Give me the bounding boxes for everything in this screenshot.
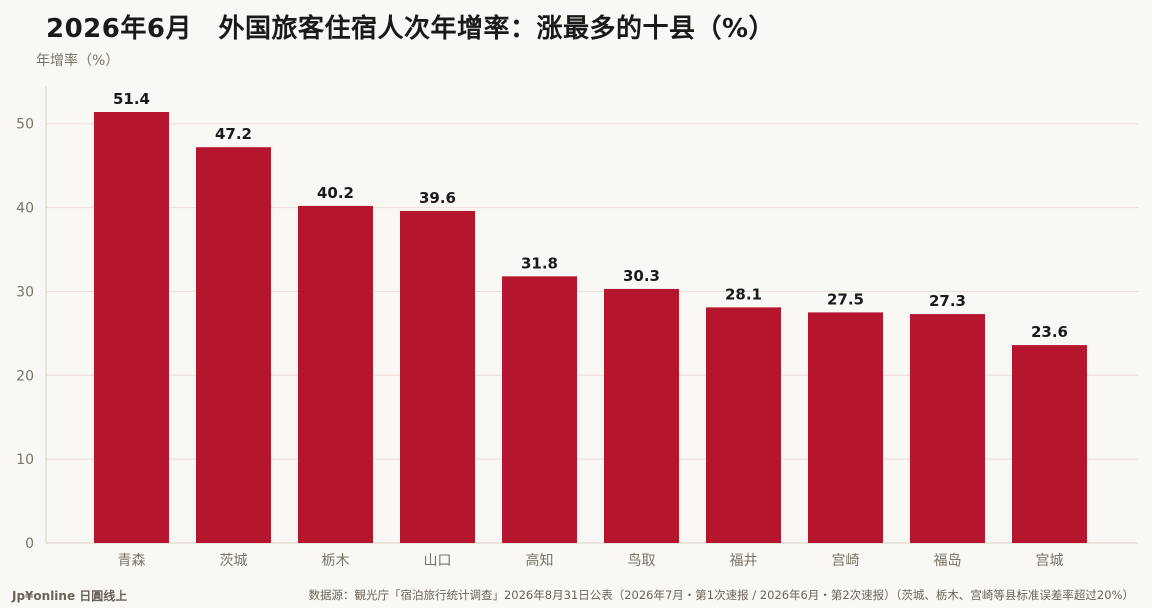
brand-logo-text: Jp¥online 日圓线上 <box>12 589 128 603</box>
x-tick-label: 宫崎 <box>832 553 860 569</box>
x-tick-label: 茨城 <box>220 553 248 569</box>
x-tick-label: 福井 <box>730 553 758 569</box>
y-tick-label: 20 <box>16 368 34 384</box>
data-label: 30.3 <box>623 267 660 285</box>
x-tick-label: 山口 <box>424 553 452 569</box>
data-label: 23.6 <box>1031 323 1068 341</box>
data-label: 31.8 <box>521 254 558 272</box>
bar <box>94 111 169 543</box>
x-tick-label: 青森 <box>118 553 146 569</box>
data-label: 39.6 <box>419 189 456 207</box>
data-label: 40.2 <box>317 184 354 202</box>
bar <box>910 314 985 543</box>
x-tick-label: 高知 <box>526 552 554 569</box>
x-tick-label: 鸟取 <box>628 553 656 569</box>
bar <box>298 205 373 543</box>
data-label: 27.3 <box>929 292 966 310</box>
x-tick-label: 宫城 <box>1036 553 1064 569</box>
x-tick-label: 栃木 <box>322 553 350 569</box>
x-tick-label: 福岛 <box>934 553 962 569</box>
bar <box>196 147 271 544</box>
data-label: 47.2 <box>215 125 252 143</box>
y-tick-label: 40 <box>16 201 34 217</box>
y-axis-label: 年增率（%） <box>36 53 120 69</box>
chart-title: 2026年6月 外国旅客住宿人次年增率：涨最多的十县（%） <box>46 14 776 44</box>
bar <box>400 210 475 543</box>
bar <box>1012 345 1087 543</box>
y-tick-label: 30 <box>16 284 34 300</box>
bar <box>808 312 883 543</box>
data-label: 28.1 <box>725 285 762 303</box>
bar <box>604 288 679 543</box>
data-label: 27.5 <box>827 290 864 308</box>
bar <box>706 307 781 543</box>
y-tick-label: 0 <box>25 536 34 552</box>
y-tick-label: 10 <box>16 452 34 468</box>
y-tick-label: 50 <box>16 117 34 133</box>
bar <box>502 276 577 543</box>
data-label: 51.4 <box>113 90 150 108</box>
source-note: 数据源：観光庁「宿泊旅行统计调查」2026年8月31日公表（2026年7月・第1… <box>308 588 1134 602</box>
